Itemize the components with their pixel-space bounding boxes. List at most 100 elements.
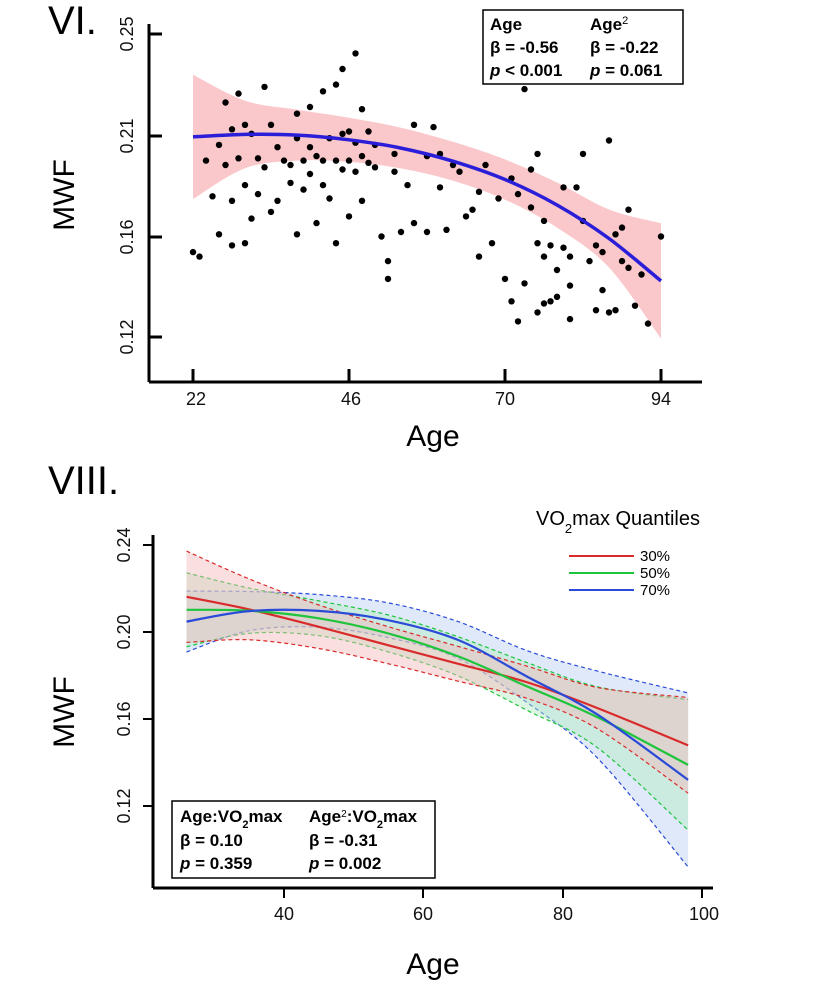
y-tick-label: 0.12 xyxy=(117,319,137,354)
data-point xyxy=(313,219,320,227)
data-point xyxy=(527,204,535,211)
data-point xyxy=(189,248,197,256)
data-point xyxy=(358,197,366,204)
data-point xyxy=(313,152,320,160)
ci-band-70pct xyxy=(186,591,689,867)
data-point xyxy=(644,320,652,327)
stats-box-vi: Age β = -0.56 p < 0.001 Age2 β = -0.22 p… xyxy=(482,9,684,85)
data-point xyxy=(352,50,359,57)
data-point xyxy=(579,150,587,158)
data-point xyxy=(501,275,509,283)
p-symbol: p xyxy=(489,61,500,80)
p-value: = 0.359 xyxy=(190,854,252,873)
p-value: = 0.002 xyxy=(319,854,381,873)
data-point xyxy=(573,184,580,191)
x-tick-label: 60 xyxy=(413,904,433,924)
data-point xyxy=(547,242,554,249)
legend-title: VO2max Quantiles xyxy=(536,508,700,536)
data-point xyxy=(534,309,541,316)
data-point xyxy=(625,206,632,213)
data-point xyxy=(436,184,444,191)
y-tick-label: 0.25 xyxy=(117,16,137,51)
axes-viii: 0.12 0.16 0.20 0.24 40 60 80 100 Age MWF xyxy=(48,527,719,981)
data-point xyxy=(202,157,210,164)
data-point xyxy=(397,228,405,236)
data-point xyxy=(566,315,574,323)
legend: VO2max Quantiles 30%50%70% xyxy=(536,508,700,599)
data-point xyxy=(514,190,522,198)
data-point xyxy=(540,300,548,307)
data-point xyxy=(404,181,411,189)
y-tick-label: 0.12 xyxy=(114,788,134,823)
data-point xyxy=(618,257,626,265)
data-point xyxy=(319,88,327,95)
quantile-lines xyxy=(186,595,689,781)
data-point xyxy=(235,155,242,162)
data-point xyxy=(384,257,392,265)
y-axis-label: MWF xyxy=(48,676,81,748)
data-point xyxy=(228,197,236,204)
stat-col1-header: Age xyxy=(490,15,522,34)
y-tick-label: 0.20 xyxy=(114,614,134,649)
ci-upper-70pct xyxy=(186,590,689,694)
legend-label: 30% xyxy=(640,548,670,565)
ci-upper-50pct xyxy=(186,572,689,701)
data-point xyxy=(222,99,229,106)
data-point xyxy=(638,271,645,278)
x-tick-label: 70 xyxy=(495,389,515,409)
x-tick-label: 46 xyxy=(341,389,361,409)
data-point xyxy=(241,181,249,189)
data-point xyxy=(378,233,385,240)
x-tick-label: 22 xyxy=(186,389,206,409)
ci-band-50pct xyxy=(186,572,689,831)
x-tick-label: 80 xyxy=(553,904,573,924)
data-point xyxy=(605,137,613,144)
data-point xyxy=(391,168,398,175)
data-point xyxy=(443,226,450,233)
data-point xyxy=(456,168,463,175)
data-point xyxy=(267,121,275,128)
data-point xyxy=(280,157,288,164)
data-point xyxy=(352,168,359,175)
y-tick-label: 0.16 xyxy=(117,219,137,254)
data-point xyxy=(215,231,223,238)
axes-vi: 0.12 0.16 0.21 0.25 22 46 70 94 Age MWF xyxy=(48,16,702,453)
stats-box-frame xyxy=(171,800,436,879)
data-point xyxy=(618,224,626,231)
data-point xyxy=(612,307,619,314)
x-tick-label: 94 xyxy=(651,389,671,409)
stat-col1-beta: β = 0.10 xyxy=(180,831,243,850)
data-point xyxy=(508,298,515,305)
data-point xyxy=(534,150,541,158)
data-point xyxy=(215,141,223,149)
data-point xyxy=(319,181,327,189)
data-point xyxy=(261,164,268,171)
stat-col2-beta: β = -0.22 xyxy=(590,38,659,57)
data-point xyxy=(540,217,548,225)
data-point xyxy=(248,215,255,222)
stat-col1-p: p = 0.359 xyxy=(179,854,252,873)
x-axis-label: Age xyxy=(406,948,459,981)
data-point xyxy=(293,110,301,117)
data-point xyxy=(469,206,476,213)
data-point xyxy=(599,286,606,294)
stats-box-viii: Age:VO2max β = 0.10 p = 0.359 Age2:VO2ma… xyxy=(171,800,436,879)
data-point xyxy=(345,157,353,164)
p-value: < 0.001 xyxy=(500,61,562,80)
data-point xyxy=(345,128,353,135)
data-point xyxy=(475,253,483,260)
data-point xyxy=(521,85,528,93)
data-point xyxy=(358,152,366,160)
legend-entries: 30%50%70% xyxy=(569,548,670,599)
legend-label: 50% xyxy=(640,565,670,582)
data-point xyxy=(332,157,340,164)
data-point xyxy=(319,157,327,164)
data-point xyxy=(566,253,574,260)
data-point xyxy=(657,233,665,240)
data-point xyxy=(209,193,216,200)
data-point xyxy=(592,242,600,249)
data-point xyxy=(332,240,340,247)
data-point xyxy=(371,164,379,171)
stat-col2-p: p = 0.002 xyxy=(308,854,381,873)
data-point xyxy=(235,90,242,97)
